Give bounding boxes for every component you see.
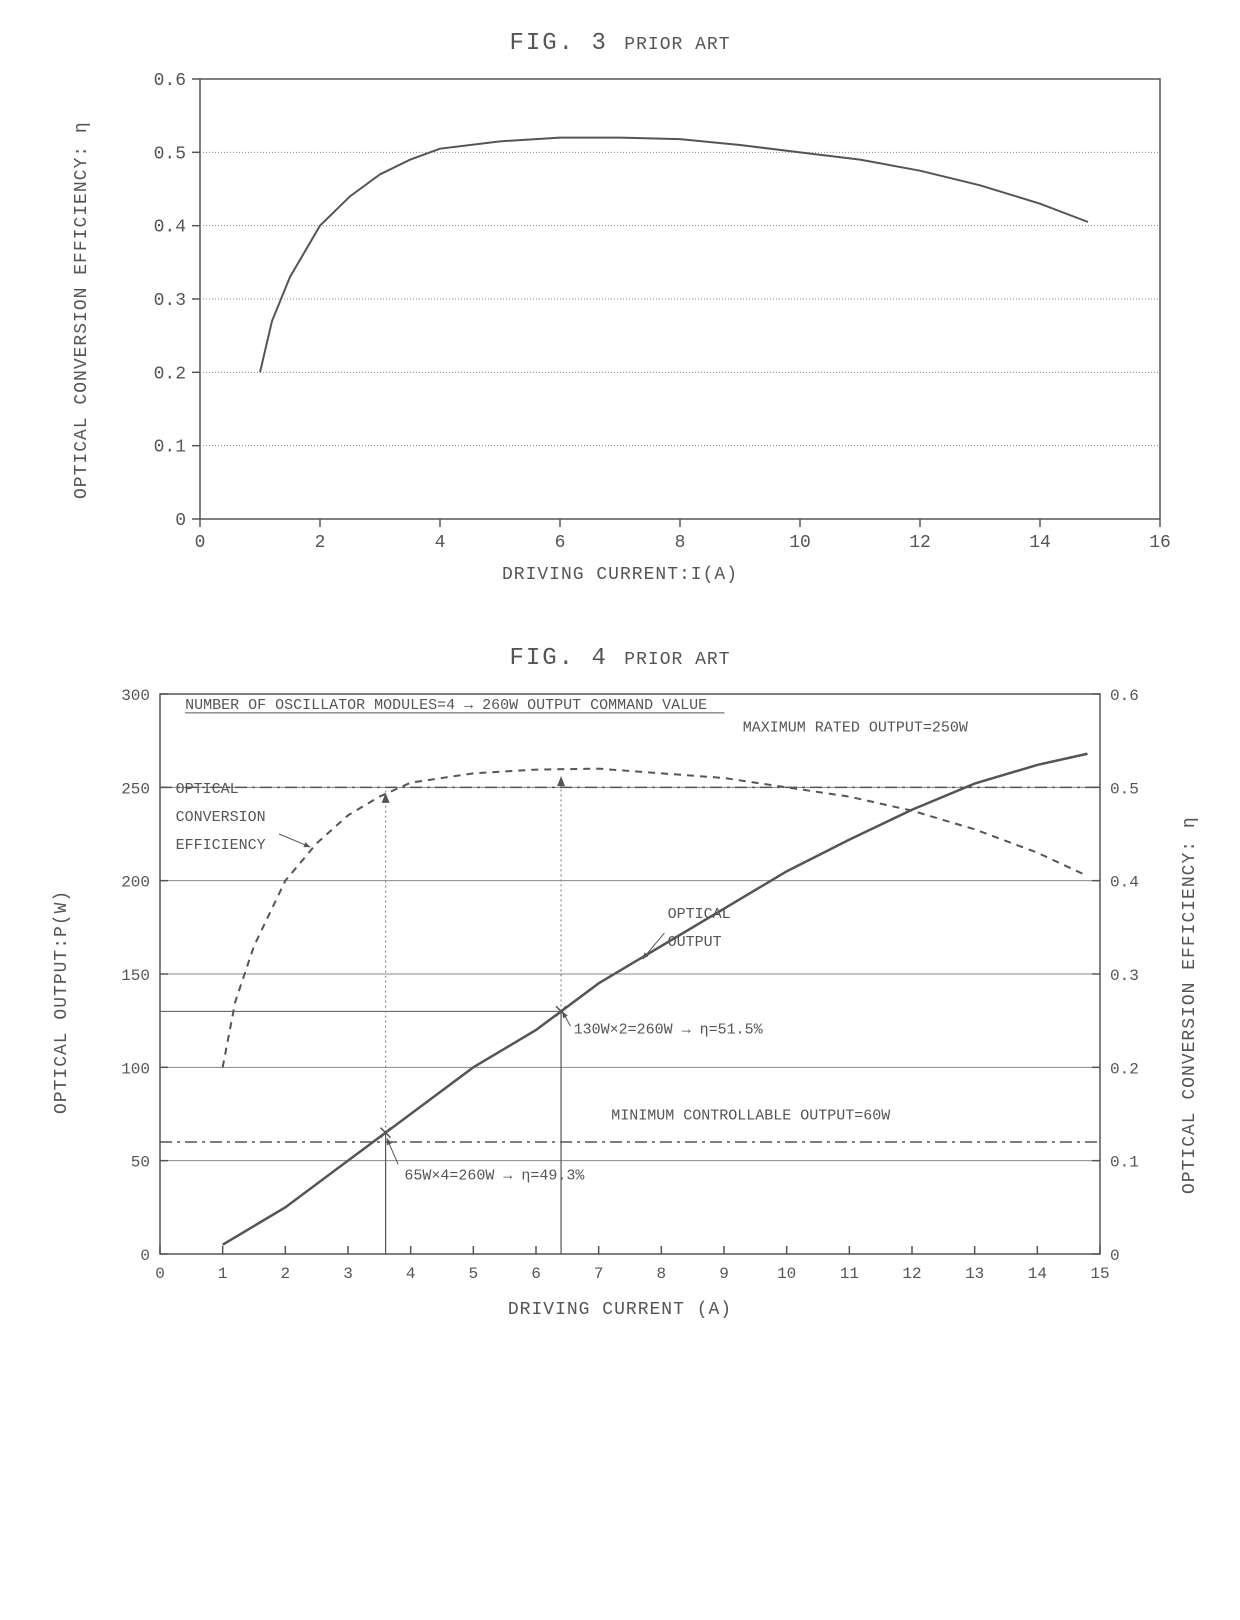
svg-text:50: 50 <box>131 1154 150 1172</box>
svg-text:OUTPUT: OUTPUT <box>668 934 722 951</box>
svg-text:14: 14 <box>1028 1265 1047 1283</box>
svg-text:12: 12 <box>902 1265 921 1283</box>
svg-text:6: 6 <box>555 533 566 553</box>
fig4-title-sub: PRIOR ART <box>624 650 730 670</box>
svg-text:MAXIMUM RATED OUTPUT=250W: MAXIMUM RATED OUTPUT=250W <box>743 719 968 736</box>
svg-text:OPTICAL: OPTICAL <box>668 906 731 923</box>
svg-text:0.4: 0.4 <box>1110 874 1139 892</box>
svg-text:MINIMUM CONTROLLABLE OUTPUT=60: MINIMUM CONTROLLABLE OUTPUT=60W <box>611 1108 890 1125</box>
svg-text:NUMBER OF OSCILLATOR MODULES=4: NUMBER OF OSCILLATOR MODULES=4 → 260W OU… <box>185 697 707 714</box>
svg-text:0.4: 0.4 <box>154 218 186 238</box>
svg-text:0.1: 0.1 <box>154 438 186 458</box>
svg-text:4: 4 <box>435 533 446 553</box>
fig3-xlabel: DRIVING CURRENT:I(A) <box>50 565 1190 585</box>
svg-text:6: 6 <box>531 1265 541 1283</box>
fig3-title-sub: PRIOR ART <box>624 35 730 55</box>
fig3-title: FIG. 3 PRIOR ART <box>20 30 1220 57</box>
svg-text:OPTICAL: OPTICAL <box>176 781 239 798</box>
svg-text:0.5: 0.5 <box>154 144 186 164</box>
fig4-y2label: OPTICAL CONVERSION EFFICIENCY: η <box>1180 816 1200 1194</box>
fig3-chart: OPTICAL CONVERSION EFFICIENCY: η 0 0.1 0.2… <box>50 69 1190 585</box>
svg-text:12: 12 <box>909 533 931 553</box>
svg-text:0: 0 <box>195 533 206 553</box>
fig3-svg: 0 0.1 0.2 0.3 0.4 0.5 0.6 0 2 4 6 8 10 12 14 16 <box>50 69 1190 559</box>
svg-text:200: 200 <box>121 874 150 892</box>
svg-text:250: 250 <box>121 780 150 798</box>
fig4-title-main: FIG. 4 <box>509 645 607 672</box>
svg-text:7: 7 <box>594 1265 604 1283</box>
svg-text:11: 11 <box>840 1265 859 1283</box>
fig4-chart: OPTICAL OUTPUT:P(W) OPTICAL CONVERSION E… <box>30 684 1210 1320</box>
fig4-ylabel: OPTICAL OUTPUT:P(W) <box>52 890 72 1114</box>
fig4-xlabel: DRIVING CURRENT (A) <box>30 1300 1210 1320</box>
svg-text:0.6: 0.6 <box>154 71 186 91</box>
svg-text:0.6: 0.6 <box>1110 687 1139 705</box>
fig4-svg: 05010015020025030000.10.20.30.40.50.6012… <box>30 684 1210 1294</box>
svg-text:0.3: 0.3 <box>154 291 186 311</box>
svg-text:CONVERSION: CONVERSION <box>176 809 266 826</box>
svg-text:0: 0 <box>175 511 186 531</box>
svg-text:15: 15 <box>1090 1265 1109 1283</box>
svg-text:0: 0 <box>155 1265 165 1283</box>
svg-text:13: 13 <box>965 1265 984 1283</box>
svg-text:0.2: 0.2 <box>154 364 186 384</box>
svg-text:130W×2=260W → η=51.5%: 130W×2=260W → η=51.5% <box>574 1022 764 1039</box>
figure-4: FIG. 4 PRIOR ART OPTICAL OUTPUT:P(W) OPT… <box>20 645 1220 1320</box>
svg-text:14: 14 <box>1029 533 1051 553</box>
svg-text:5: 5 <box>469 1265 479 1283</box>
svg-text:3: 3 <box>343 1265 353 1283</box>
svg-text:8: 8 <box>675 533 686 553</box>
fig3-ylabel: OPTICAL CONVERSION EFFICIENCY: η <box>72 121 92 499</box>
svg-text:0: 0 <box>140 1247 150 1265</box>
svg-text:150: 150 <box>121 967 150 985</box>
svg-text:10: 10 <box>777 1265 796 1283</box>
svg-text:0.2: 0.2 <box>1110 1060 1139 1078</box>
svg-text:2: 2 <box>281 1265 291 1283</box>
svg-text:1: 1 <box>218 1265 228 1283</box>
svg-text:16: 16 <box>1149 533 1171 553</box>
svg-text:9: 9 <box>719 1265 729 1283</box>
svg-text:300: 300 <box>121 687 150 705</box>
svg-text:EFFICIENCY: EFFICIENCY <box>176 837 266 854</box>
svg-text:0.5: 0.5 <box>1110 780 1139 798</box>
figure-3: FIG. 3 PRIOR ART OPTICAL CONVERSION EFFI… <box>20 30 1220 585</box>
svg-text:0.1: 0.1 <box>1110 1154 1139 1172</box>
svg-text:4: 4 <box>406 1265 416 1283</box>
svg-text:65W×4=260W → η=49.3%: 65W×4=260W → η=49.3% <box>404 1167 585 1184</box>
fig3-title-main: FIG. 3 <box>509 30 607 57</box>
svg-text:2: 2 <box>315 533 326 553</box>
svg-text:0: 0 <box>1110 1247 1120 1265</box>
svg-text:0.3: 0.3 <box>1110 967 1139 985</box>
svg-text:100: 100 <box>121 1060 150 1078</box>
fig4-title: FIG. 4 PRIOR ART <box>20 645 1220 672</box>
svg-text:8: 8 <box>657 1265 667 1283</box>
svg-text:10: 10 <box>789 533 811 553</box>
